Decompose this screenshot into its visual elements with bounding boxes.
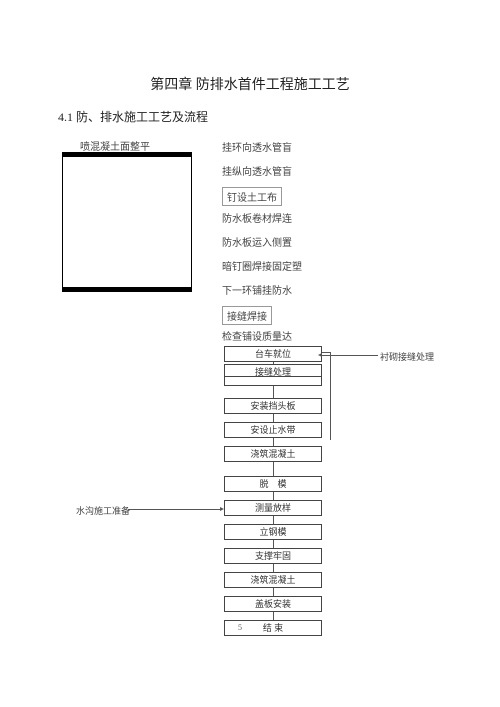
flow-step: 脱 模 bbox=[224, 476, 322, 492]
annotation-arrow bbox=[128, 509, 220, 510]
chapter-title: 第四章 防排水首件工程施工工艺 bbox=[0, 74, 500, 94]
flow-step: 台车就位 bbox=[224, 346, 322, 362]
flow-step: 安设止水带 bbox=[224, 422, 322, 438]
routing-line bbox=[322, 352, 330, 353]
annotation-arrow bbox=[322, 355, 378, 356]
right-item: 下一环铺挂防水 bbox=[222, 282, 292, 297]
right-item: 检查铺设质量达 bbox=[222, 328, 292, 343]
flow-step: 测量放样 bbox=[224, 500, 322, 516]
side-annotation: 水沟施工准备 bbox=[76, 504, 130, 517]
routing-line bbox=[330, 352, 331, 440]
right-item: 暗钉圈焊接固定塑 bbox=[222, 258, 302, 273]
right-item: 防水板运入侧置 bbox=[222, 234, 292, 249]
left-label-top: 喷混凝土面整平 bbox=[80, 138, 150, 153]
big-rectangle bbox=[62, 152, 192, 292]
flow-connector bbox=[273, 588, 274, 596]
flow-step: 浇筑混凝土 bbox=[224, 572, 322, 588]
flow-step: 安装挡头板 bbox=[224, 398, 322, 414]
right-item: 挂环向透水管盲 bbox=[222, 139, 292, 154]
flow-step: 浇筑混凝土 bbox=[224, 446, 322, 462]
flow-connector bbox=[273, 612, 274, 620]
flow-connector bbox=[273, 414, 274, 422]
flow-connector bbox=[273, 462, 274, 476]
right-item: 钉设土工布 bbox=[222, 187, 282, 206]
flow-connector bbox=[273, 492, 274, 500]
boxed-label: 钉设土工布 bbox=[222, 187, 282, 206]
flow-connector bbox=[273, 564, 274, 572]
flow-step: 立钢模 bbox=[224, 524, 322, 540]
flow-connector bbox=[273, 362, 274, 364]
right-item: 接缝焊接 bbox=[222, 306, 272, 325]
flow-spacer bbox=[224, 376, 322, 386]
flow-connector bbox=[273, 438, 274, 446]
flow-step: 支撑牢固 bbox=[224, 548, 322, 564]
flow-connector bbox=[273, 540, 274, 548]
page-number: 5 bbox=[238, 623, 242, 632]
side-annotation: 衬砌接缝处理 bbox=[380, 350, 434, 363]
boxed-label: 接缝焊接 bbox=[222, 306, 272, 325]
flow-step: 盖板安装 bbox=[224, 596, 322, 612]
right-item: 防水板卷材焊连 bbox=[222, 210, 292, 225]
flow-connector bbox=[273, 516, 274, 524]
section-title: 4.1 防、排水施工工艺及流程 bbox=[58, 108, 208, 125]
right-item: 挂纵向透水管盲 bbox=[222, 163, 292, 178]
